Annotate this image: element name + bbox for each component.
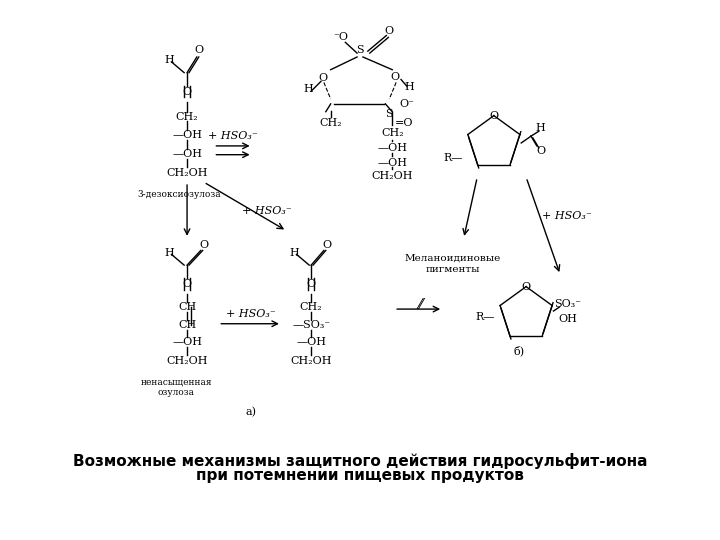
Text: O: O xyxy=(323,240,331,249)
Text: O: O xyxy=(490,111,498,120)
Text: CH₂OH: CH₂OH xyxy=(166,168,208,178)
Text: при потемнении пищевых продуктов: при потемнении пищевых продуктов xyxy=(196,468,524,483)
Text: —OH: —OH xyxy=(296,338,326,347)
Text: а): а) xyxy=(245,407,256,417)
Text: —OH: —OH xyxy=(377,158,408,167)
Text: б): б) xyxy=(513,346,525,356)
Text: ⁄⁄: ⁄⁄ xyxy=(418,298,423,312)
Text: H: H xyxy=(165,248,174,258)
Text: CH: CH xyxy=(178,320,196,330)
Text: —OH: —OH xyxy=(377,143,408,153)
Text: CH: CH xyxy=(178,302,196,312)
Text: =O: =O xyxy=(395,118,413,129)
Text: S: S xyxy=(356,45,364,55)
Text: + HSO₃⁻: + HSO₃⁻ xyxy=(208,131,258,141)
Text: H: H xyxy=(303,84,313,94)
Text: —OH: —OH xyxy=(172,338,202,347)
Text: O: O xyxy=(182,87,192,97)
Text: Возможные механизмы защитного действия гидросульфит-иона: Возможные механизмы защитного действия г… xyxy=(73,453,647,469)
Text: CH₂: CH₂ xyxy=(381,128,403,138)
Text: CH₂: CH₂ xyxy=(300,302,323,312)
Text: R—: R— xyxy=(475,312,495,322)
Text: OH: OH xyxy=(559,314,577,324)
Text: O: O xyxy=(536,146,545,156)
Text: CH₂: CH₂ xyxy=(176,112,199,122)
Text: + HSO₃⁻: + HSO₃⁻ xyxy=(542,211,592,221)
Text: CH₂OH: CH₂OH xyxy=(290,356,332,366)
Text: H: H xyxy=(404,82,414,92)
Text: SO₃⁻: SO₃⁻ xyxy=(554,299,582,309)
Text: —SO₃⁻: —SO₃⁻ xyxy=(292,320,330,330)
Text: —OH: —OH xyxy=(172,148,202,159)
Text: озулоза: озулоза xyxy=(158,388,195,397)
Text: + HSO₃⁻: + HSO₃⁻ xyxy=(225,309,276,319)
Text: —OH: —OH xyxy=(172,130,202,140)
Text: Меланоидиновые: Меланоидиновые xyxy=(405,254,501,263)
Text: O: O xyxy=(199,240,208,249)
Text: CH₂OH: CH₂OH xyxy=(166,356,208,366)
Text: O: O xyxy=(182,279,192,289)
Text: R—: R— xyxy=(443,153,462,163)
Text: ⁻O: ⁻O xyxy=(333,32,348,43)
Text: O: O xyxy=(384,25,394,36)
Text: O⁻: O⁻ xyxy=(400,99,415,109)
Text: ненасыщенная: ненасыщенная xyxy=(140,378,212,387)
Text: S: S xyxy=(385,109,393,119)
Text: O: O xyxy=(194,45,203,55)
Text: 3-дезоксиозулоза: 3-дезоксиозулоза xyxy=(138,190,221,199)
Text: H: H xyxy=(536,123,546,133)
Text: H: H xyxy=(165,55,174,65)
Text: пигменты: пигменты xyxy=(426,266,480,274)
Text: CH₂: CH₂ xyxy=(320,118,342,129)
Text: O: O xyxy=(318,72,328,83)
Text: O: O xyxy=(521,282,531,292)
Text: O: O xyxy=(307,279,315,289)
Text: H: H xyxy=(289,248,300,258)
Text: O: O xyxy=(391,71,400,82)
Text: + HSO₃⁻: + HSO₃⁻ xyxy=(243,206,292,217)
Text: CH₂OH: CH₂OH xyxy=(372,171,413,181)
